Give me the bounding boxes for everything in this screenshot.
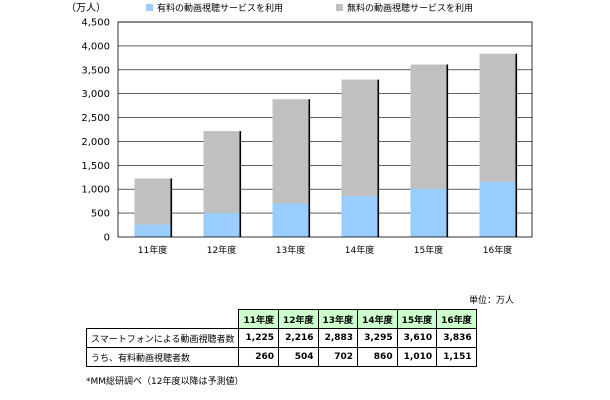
bar-segment	[341, 79, 378, 196]
table-cell: 1,010	[396, 347, 438, 367]
table-header-row: 11年度 12年度 13年度 14年度 15年度 16年度	[87, 309, 477, 329]
legend: 有料の動画視聴サービスを利用 無料の動画視聴サービスを利用	[146, 2, 473, 14]
bar-segment	[272, 99, 309, 204]
bar-segment	[479, 53, 516, 183]
x-tick-label: 16年度	[483, 244, 512, 256]
bar-segment	[479, 182, 516, 237]
gridlines	[118, 21, 532, 214]
table-cell: 2,216	[278, 328, 319, 348]
table-cell: 3,836	[436, 328, 477, 348]
table-unit-note: 単位：万人	[468, 296, 514, 306]
x-tick-label: 13年度	[276, 244, 305, 256]
y-tick-label: 2,000	[81, 137, 110, 148]
legend-swatch	[336, 4, 343, 11]
table-row: うち、有料動画視聴者数 260 504 702 860 1,010 1,151	[85, 347, 477, 367]
table-header-cell: 12年度	[278, 309, 319, 329]
x-tick-label: 14年度	[345, 244, 374, 256]
y-tick-label: 3,000	[81, 89, 110, 100]
bar-segment	[410, 188, 447, 237]
table-header-cell: 16年度	[436, 309, 477, 329]
table-header-cell: 15年度	[396, 309, 438, 329]
table-header-cell: 11年度	[238, 309, 279, 329]
y-tick-label: 1,000	[81, 185, 110, 196]
table-cell: 1,151	[436, 347, 477, 367]
table-cell: 860	[357, 347, 398, 367]
x-tick-label: 15年度	[414, 244, 443, 256]
y-tick-labels: 0 500 1,000 1,500 2,000 2,500 3,000 3,500 4,000 4…	[81, 18, 110, 244]
y-tick-label: 1,500	[81, 161, 110, 172]
x-tick-label: 11年度	[138, 244, 167, 256]
legend-swatch	[146, 4, 153, 11]
table-cell: 2,883	[317, 328, 359, 348]
table-row: スマートフォンによる動画視聴者数 1,225 2,216 2,883 3,295…	[85, 328, 477, 348]
bar-segment	[203, 212, 240, 237]
y-tick-label: 4,000	[81, 41, 110, 52]
legend-label: 有料の動画視聴サービスを利用	[157, 2, 283, 14]
table-cell: 260	[238, 347, 279, 367]
y-tick-label: 2,500	[81, 113, 110, 124]
table-cell: 702	[317, 347, 359, 367]
table-header-cell: 13年度	[317, 309, 359, 329]
source-note: *MM総研調べ（12年度以降は予測値）	[86, 377, 244, 387]
table-cell: 3,610	[396, 328, 438, 348]
table-cell: 1,225	[238, 328, 279, 348]
bar-segment	[410, 64, 447, 189]
table-cell: 3,295	[357, 328, 398, 348]
y-tick-label: 3,500	[81, 65, 110, 76]
y-tick-label: 0	[104, 233, 110, 244]
plot-area-border	[117, 21, 533, 238]
bar-segment	[134, 178, 171, 225]
data-table: 11年度 12年度 13年度 14年度 15年度 16年度 スマートフォンによる…	[85, 309, 477, 367]
legend-label: 無料の動画視聴サービスを利用	[347, 2, 473, 14]
table-cell: 504	[278, 347, 319, 367]
x-tick-label: 12年度	[207, 244, 236, 256]
y-axis-unit-label: （万人）	[66, 2, 106, 14]
bar-segment	[203, 131, 240, 213]
table-row-label: スマートフォンによる動画視聴者数	[85, 328, 240, 348]
axes	[117, 21, 533, 238]
bar-segment	[341, 195, 378, 237]
bars	[134, 53, 518, 237]
bar-segment	[272, 203, 309, 237]
y-tick-label: 500	[91, 209, 110, 220]
x-tick-labels: 11年度 12年度 13年度 14年度 15年度 16年度	[138, 244, 512, 256]
bar-segment	[134, 224, 171, 237]
stacked-bar-chart: 0 500 1,000 1,500 2,000 2,500 3,000 3,500 4,000 4…	[66, 2, 533, 256]
y-tick-label: 4,500	[81, 18, 110, 29]
table-corner-cell	[87, 310, 239, 329]
table-header-cell: 14年度	[357, 309, 398, 329]
table-row-label: うち、有料動画視聴者数	[85, 347, 240, 367]
